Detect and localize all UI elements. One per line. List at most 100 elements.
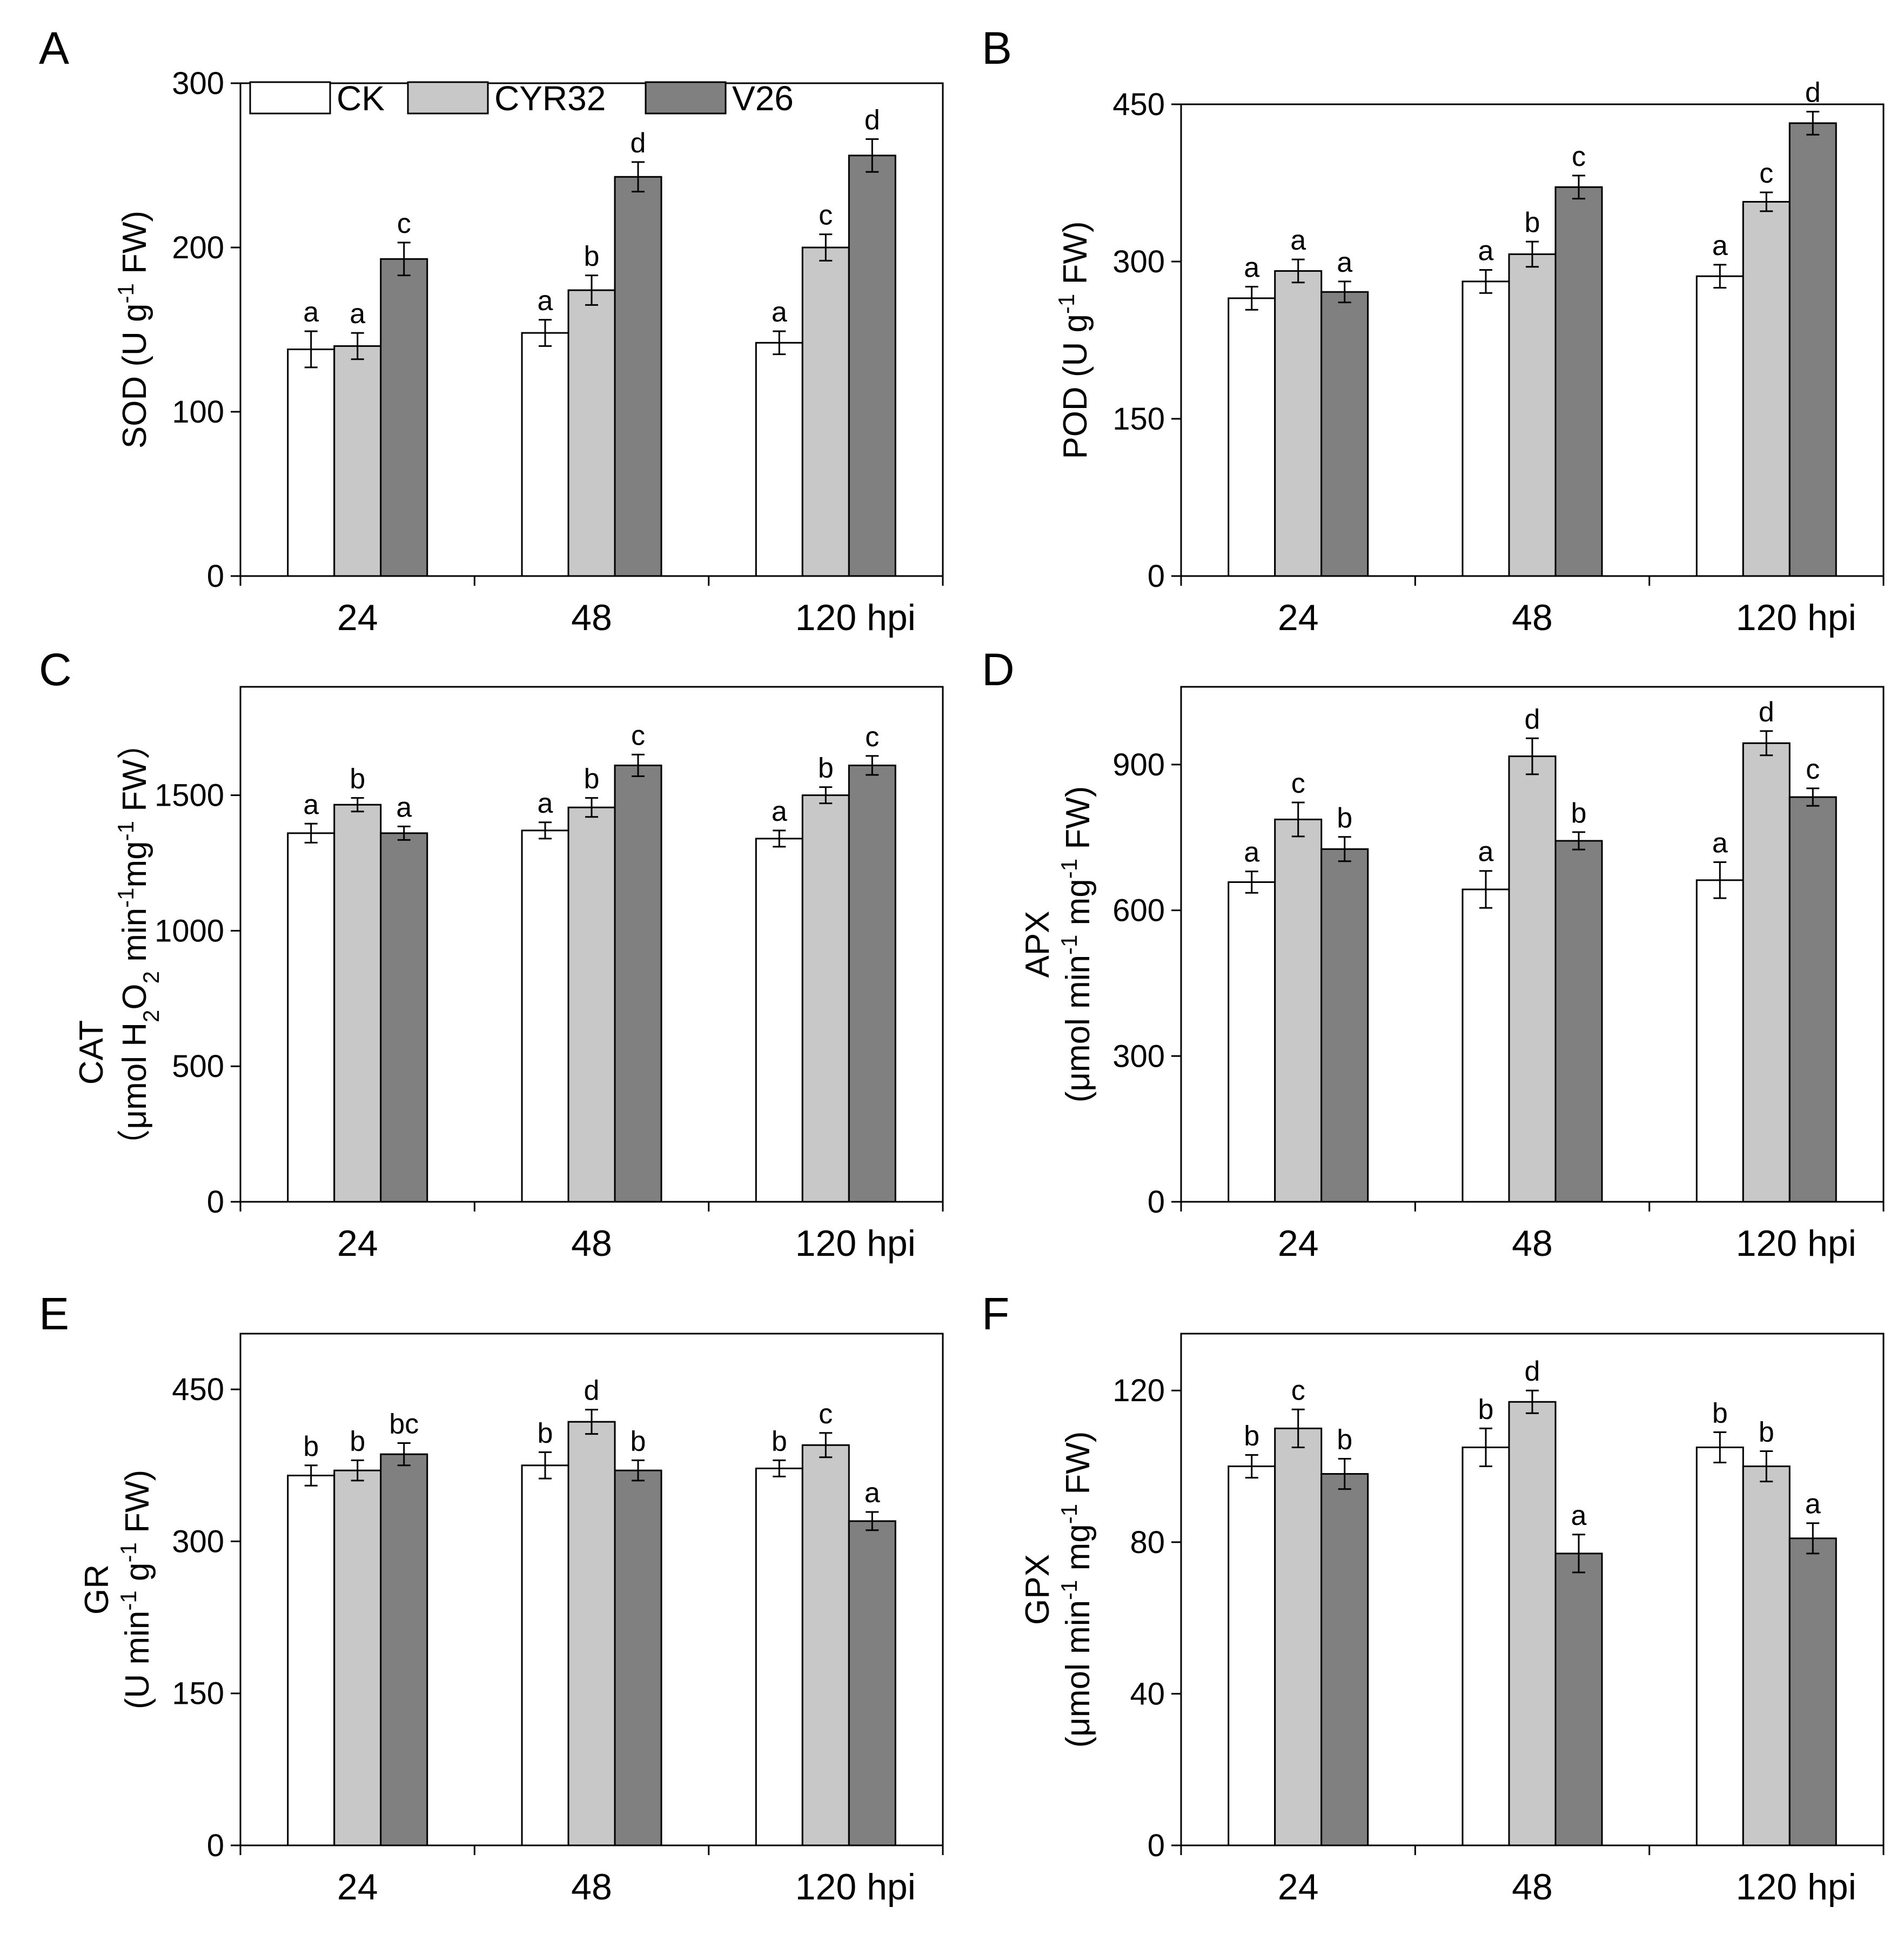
significance-letter: d bbox=[1525, 1356, 1540, 1387]
bar-v26 bbox=[1554, 186, 1603, 577]
bar-ck bbox=[1695, 1446, 1744, 1846]
bar-cyr32 bbox=[801, 246, 850, 577]
y-tick-label: 100 bbox=[172, 394, 224, 430]
significance-letter: b bbox=[1759, 1416, 1774, 1448]
y-tick-label: 0 bbox=[207, 1185, 224, 1220]
significance-letter: a bbox=[1712, 828, 1728, 859]
y-axis-title: POD (U g-1 FW) bbox=[1054, 221, 1095, 459]
bar-cyr32 bbox=[567, 289, 616, 577]
bar-cyr32 bbox=[333, 804, 382, 1203]
significance-letter: a bbox=[1712, 230, 1728, 262]
significance-letter: c bbox=[631, 720, 645, 751]
y-tick-label: 500 bbox=[172, 1049, 224, 1084]
legend-swatch-ck bbox=[249, 81, 331, 115]
bar-v26 bbox=[1788, 122, 1837, 577]
significance-letter: d bbox=[864, 104, 880, 136]
y-tick-label: 0 bbox=[1148, 1828, 1165, 1863]
significance-letter: a bbox=[1244, 837, 1259, 868]
y-tick-label: 40 bbox=[1130, 1676, 1165, 1711]
y-axis-title-units: （μmol H2O2 min-1mg-1 FW） bbox=[113, 726, 164, 1162]
x-category-label: 48 bbox=[571, 597, 612, 638]
bar-cyr32 bbox=[567, 806, 616, 1203]
x-category-label: 24 bbox=[1278, 1866, 1319, 1908]
legend-label-cyr32: CYR32 bbox=[494, 79, 606, 118]
x-category-label: 48 bbox=[571, 1866, 612, 1908]
bar-cyr32 bbox=[801, 1444, 850, 1846]
y-tick-label: 300 bbox=[172, 1524, 224, 1559]
bar-cyr32 bbox=[333, 1469, 382, 1846]
panel-letter: F bbox=[982, 1288, 1009, 1339]
x-category-label: 120 hpi bbox=[795, 597, 916, 638]
panel-letter: A bbox=[39, 23, 69, 73]
bar-v26 bbox=[380, 1453, 428, 1846]
significance-letter: b bbox=[350, 764, 365, 795]
significance-letter: a bbox=[538, 285, 553, 317]
bar-v26 bbox=[1554, 840, 1603, 1203]
bar-cyr32 bbox=[1742, 200, 1791, 577]
significance-letter: c bbox=[1572, 141, 1586, 172]
significance-letter: b bbox=[631, 1426, 646, 1457]
x-category-label: 24 bbox=[337, 1866, 378, 1908]
bar-ck bbox=[755, 342, 803, 577]
legend-swatch-cyr32 bbox=[407, 81, 489, 115]
bar-v26 bbox=[614, 1469, 662, 1846]
bar-ck bbox=[287, 1475, 336, 1846]
y-tick-label: 80 bbox=[1130, 1525, 1165, 1560]
significance-letter: b bbox=[584, 241, 600, 272]
significance-letter: b bbox=[1712, 1397, 1728, 1429]
significance-letter: a bbox=[1290, 225, 1306, 256]
bar-ck bbox=[287, 832, 336, 1203]
significance-letter: c bbox=[865, 721, 879, 753]
y-axis-title-main: APX bbox=[1019, 911, 1056, 978]
panel-letter: B bbox=[982, 23, 1012, 73]
significance-letter: a bbox=[396, 792, 412, 823]
bar-ck bbox=[287, 348, 336, 577]
bar-cyr32 bbox=[567, 1421, 616, 1846]
significance-letter: a bbox=[1478, 236, 1494, 267]
bar-ck bbox=[1461, 280, 1510, 577]
y-tick-label: 450 bbox=[1112, 87, 1165, 122]
significance-letter: a bbox=[772, 297, 787, 328]
bar-v26 bbox=[848, 155, 896, 577]
bar-v26 bbox=[848, 1520, 896, 1846]
y-tick-label: 0 bbox=[1148, 1185, 1165, 1220]
significance-letter: a bbox=[864, 1477, 880, 1509]
panel-letter: E bbox=[39, 1288, 69, 1339]
significance-letter: b bbox=[1337, 802, 1352, 834]
significance-letter: b bbox=[1478, 1394, 1494, 1425]
x-category-label: 24 bbox=[337, 1223, 378, 1264]
y-tick-label: 900 bbox=[1112, 747, 1165, 782]
significance-letter: a bbox=[1244, 252, 1259, 284]
significance-letter: d bbox=[584, 1375, 600, 1407]
significance-letter: b bbox=[818, 753, 834, 784]
y-tick-label: 0 bbox=[207, 559, 224, 594]
significance-letter: a bbox=[303, 789, 319, 820]
bar-cyr32 bbox=[1508, 755, 1557, 1203]
bar-v26 bbox=[1320, 291, 1369, 577]
significance-letter: b bbox=[1337, 1424, 1352, 1455]
y-axis-title-main: CAT bbox=[73, 1020, 110, 1085]
panel-d: D 0 300 600 900 24 48 120 hpi a a a c d d b b c APX(μmol … bbox=[982, 644, 1885, 1264]
significance-letter: d bbox=[1805, 77, 1821, 109]
y-axis-title-main: GPX bbox=[1019, 1554, 1056, 1625]
x-category-label: 120 hpi bbox=[795, 1866, 916, 1908]
significance-letter: c bbox=[819, 1398, 833, 1430]
significance-letter: b bbox=[584, 764, 600, 795]
significance-letter: d bbox=[631, 128, 646, 159]
bar-ck bbox=[755, 838, 803, 1203]
bar-ck bbox=[521, 829, 569, 1203]
significance-letter: a bbox=[350, 298, 365, 330]
bar-v26 bbox=[614, 764, 662, 1203]
legend-swatch-v26 bbox=[645, 81, 727, 115]
x-category-label: 120 hpi bbox=[1736, 597, 1856, 638]
x-category-label: 120 hpi bbox=[795, 1223, 916, 1264]
significance-letter: c bbox=[1806, 754, 1820, 785]
y-tick-label: 150 bbox=[1112, 401, 1165, 437]
bar-v26 bbox=[848, 764, 896, 1203]
y-tick-label: 300 bbox=[1112, 244, 1165, 279]
legend: CK CYR32 V26 bbox=[249, 79, 794, 118]
